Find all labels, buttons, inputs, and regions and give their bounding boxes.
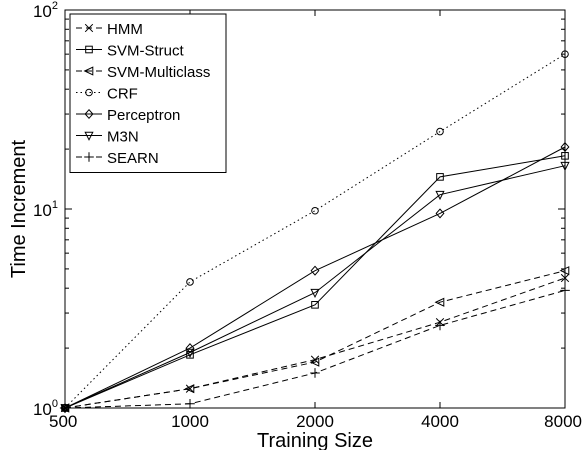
data-point — [186, 278, 194, 286]
legend-marker — [84, 108, 94, 120]
legend-label: SVM-Multiclass — [107, 64, 210, 81]
y-tick-exponent: 0 — [52, 398, 58, 410]
data-point — [435, 320, 445, 331]
data-point — [310, 288, 320, 299]
data-point — [436, 173, 444, 181]
data-point — [311, 301, 319, 309]
y-tick-exponent: 2 — [52, 0, 58, 12]
data-point — [436, 127, 444, 136]
y-axis-label: Time Increment — [8, 139, 30, 278]
y-tick-label: 100 — [33, 398, 58, 419]
legend-marker — [84, 23, 94, 33]
series-line — [64, 53, 566, 409]
data-point — [185, 348, 195, 358]
data-point — [434, 297, 445, 307]
legend-marker — [85, 45, 93, 54]
legend-label: HMM — [107, 21, 143, 38]
legend-marker — [85, 88, 93, 97]
x-tick-label: 8000 — [544, 412, 582, 431]
data-point — [184, 384, 195, 394]
y-tick-label: 102 — [33, 0, 58, 21]
data-point — [435, 190, 445, 201]
y-tick-exponent: 1 — [52, 199, 58, 211]
legend-entry: SEARN — [76, 150, 159, 167]
data-point — [435, 208, 445, 219]
legend-label: M3N — [107, 129, 139, 146]
legend-label: Perceptron — [107, 107, 180, 124]
data-point — [310, 265, 320, 276]
legend-marker — [83, 66, 94, 76]
legend-entry: M3N — [76, 129, 139, 146]
series-line — [64, 270, 566, 409]
x-tick-label: 4000 — [421, 412, 459, 431]
legend-entry: SVM-Struct — [76, 43, 185, 60]
legend-label: SVM-Struct — [107, 43, 185, 60]
x-axis-label: Training Size — [257, 430, 373, 450]
x-tick-label: 1000 — [171, 412, 209, 431]
legend-entry: HMM — [76, 21, 143, 38]
x-tick-label: 2000 — [296, 412, 334, 431]
data-point — [310, 368, 320, 378]
y-tick-label: 101 — [33, 199, 58, 220]
series-line — [64, 146, 566, 409]
data-point — [186, 351, 194, 359]
series-line — [64, 155, 566, 409]
data-point — [185, 384, 195, 393]
legend-entry: Perceptron — [76, 107, 180, 124]
legend-box — [69, 13, 227, 173]
legend: HMM SVM-Struct SVM-Multiclass CRF Perceptron… — [69, 13, 227, 173]
x-tick-label: 500 — [49, 412, 77, 431]
legend-label: CRF — [107, 86, 138, 103]
data-point — [309, 357, 320, 367]
series-line — [64, 165, 566, 409]
legend-label: SEARN — [107, 150, 159, 167]
legend-entry: SVM-Multiclass — [76, 64, 210, 81]
legend-marker — [84, 131, 94, 141]
legend-marker — [84, 152, 94, 162]
legend-entry: CRF — [76, 86, 138, 103]
data-point — [311, 206, 319, 215]
